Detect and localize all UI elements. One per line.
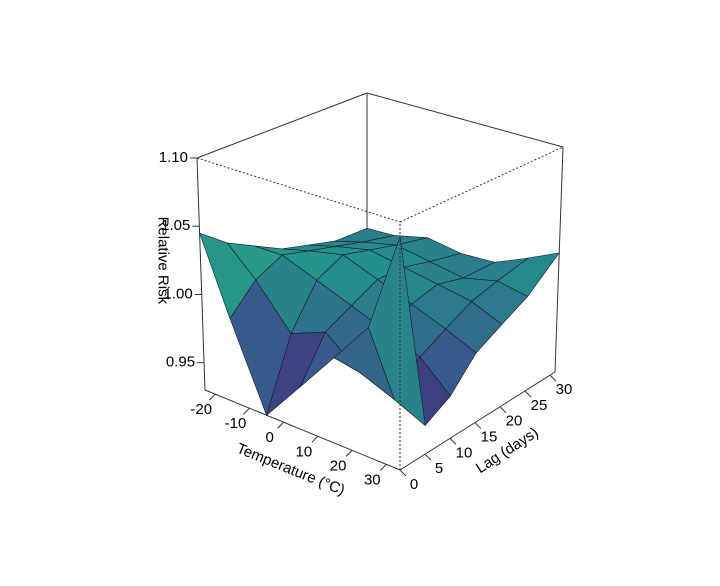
y-tick-label: 20 [506,413,523,430]
surface-facet [368,236,426,427]
x-tick-label: -10 [225,415,247,432]
z-tick-label: 1.05 [161,217,190,234]
x-tick-label: 0 [266,429,274,446]
y-tick-label: 0 [410,476,418,493]
x-tick-label: 30 [364,471,381,488]
box-edge [366,92,564,148]
y-tick-label: 15 [481,429,498,446]
box-edge [196,157,206,391]
y-tick [449,438,457,445]
x-tick [277,421,285,429]
y-tick [549,374,557,382]
x-tick-label: 10 [296,443,313,460]
y-tick-label: 10 [456,444,473,461]
z-axis-title: Relative Risk [155,217,172,305]
z-tick-label: 0.95 [166,354,195,371]
y-tick-label: 25 [531,397,548,414]
box-edge [204,389,401,471]
surface [199,227,560,427]
y-tick [399,469,407,477]
z-tick-label: 1.10 [159,149,188,166]
y-tick [424,453,432,461]
box-edge [399,371,556,471]
box-edge [399,146,564,223]
x-tick [208,393,216,401]
box-front [196,146,564,471]
y-tick [499,406,507,414]
x-tick-label: 20 [330,457,347,474]
y-tick [474,422,482,429]
y-tick [524,390,532,398]
box-edge [554,146,564,373]
z-tick-label: 1.00 [164,285,193,302]
x-tick [345,449,353,457]
y-tick-label: 30 [556,381,573,398]
x-tick [243,407,250,415]
box-edge [196,92,368,159]
x-tick [311,435,319,443]
x-tick [379,464,387,471]
y-tick-label: 5 [435,460,443,477]
box-edge [196,157,401,223]
x-tick-label: -20 [190,401,212,418]
